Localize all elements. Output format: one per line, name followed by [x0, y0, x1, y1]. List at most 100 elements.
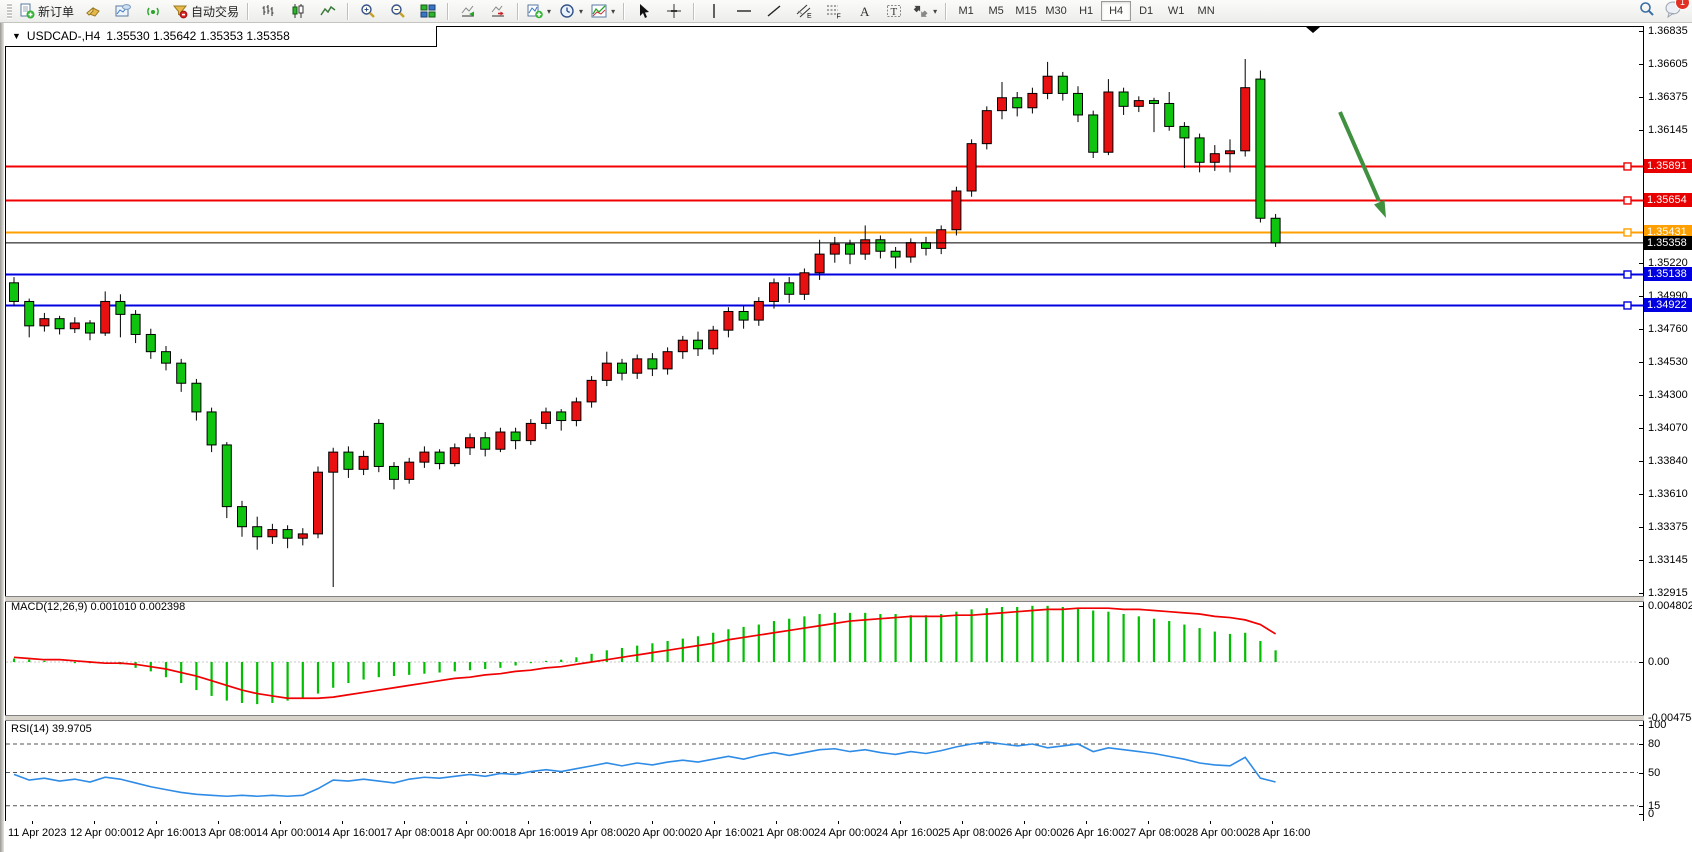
- chart-window-button[interactable]: [108, 0, 138, 22]
- window-edge: [0, 23, 4, 852]
- chart-area[interactable]: [5, 26, 1644, 822]
- price-axis[interactable]: 1.36835 1.36605 1.36375 1.36145 1.35220 1.349…: [1639, 25, 1692, 845]
- time-axis[interactable]: 11 Apr 2023 12 Apr 00:00 12 Apr 16:00 13 Ap…: [5, 821, 1692, 845]
- axis-tick-mark: [1639, 31, 1643, 33]
- axis-tick-mark: [1639, 560, 1643, 562]
- timeframe-button-H1[interactable]: H1: [1079, 5, 1094, 17]
- bull-candle: [404, 461, 415, 480]
- signal-button[interactable]: [138, 0, 168, 22]
- bull-candle: [465, 437, 475, 449]
- axis-tick-mark: [1639, 328, 1643, 330]
- axis-tick-mark: [1639, 361, 1643, 363]
- bull-candle: [525, 422, 536, 442]
- fibonacci-icon: F: [826, 3, 842, 19]
- macd-tick: 0.00: [1648, 656, 1670, 668]
- equidistant-channel-button[interactable]: E: [789, 0, 819, 22]
- time-label: 24 Apr 16:00: [876, 827, 939, 839]
- indicators-icon: [527, 3, 543, 19]
- text-button[interactable]: A: [849, 0, 879, 22]
- line-chart-button[interactable]: [313, 0, 343, 22]
- chart-symbol-period: USDCAD-,H4: [26, 29, 101, 43]
- bear-candle: [237, 506, 247, 528]
- bar-chart-icon: [260, 3, 276, 19]
- templates-button[interactable]: ▾: [587, 0, 619, 22]
- market-watch-button[interactable]: [78, 0, 108, 22]
- collapse-arrow-icon[interactable]: ▼: [12, 31, 21, 41]
- periods-button[interactable]: ▾: [555, 0, 587, 22]
- timeframe-group: M1 M5 M15 M30 H1 H4 D1 W1 MN: [951, 1, 1221, 21]
- trendline-button[interactable]: [759, 0, 789, 22]
- line-handle[interactable]: [1623, 196, 1632, 205]
- price-tick: 1.33145: [1648, 554, 1688, 567]
- arrows-button[interactable]: ▾: [909, 0, 941, 22]
- zoom-out-button[interactable]: [383, 0, 413, 22]
- annotation-arrow-head[interactable]: [1374, 200, 1386, 218]
- line-handle[interactable]: [1623, 270, 1632, 279]
- tile-windows-button[interactable]: [413, 0, 443, 22]
- timeframe-button-MN[interactable]: MN: [1197, 5, 1215, 17]
- bear-candle: [221, 444, 232, 508]
- timeframe-button-D1[interactable]: D1: [1139, 5, 1154, 17]
- crosshair-button[interactable]: [659, 0, 689, 22]
- timeframe-button-M1[interactable]: M1: [958, 5, 974, 17]
- indicators-button[interactable]: ▾: [523, 0, 555, 22]
- time-label: 14 Apr 00:00: [256, 827, 319, 839]
- vertical-line-button[interactable]: [699, 0, 729, 22]
- annotation-arrow-shaft[interactable]: [1338, 111, 1381, 202]
- toolbar-separator: [945, 2, 948, 20]
- price-tick: 1.36145: [1648, 124, 1688, 137]
- bar-chart-button[interactable]: [253, 0, 283, 22]
- bear-candle: [647, 358, 658, 370]
- timeframe-button-M15[interactable]: M15: [1015, 5, 1037, 17]
- bear-candle: [921, 242, 931, 249]
- fibonacci-button[interactable]: F: [819, 0, 849, 22]
- pane-separator[interactable]: [5, 596, 1644, 602]
- chart-shift-button[interactable]: [483, 0, 513, 22]
- time-label: 28 Apr 16:00: [1248, 827, 1311, 839]
- horizontal-line-button[interactable]: [729, 0, 759, 22]
- search-icon[interactable]: [1638, 0, 1656, 23]
- chart-title-box: ▼ USDCAD-,H4 1.35530 1.35642 1.35353 1.3…: [5, 26, 437, 47]
- chart-shift-marker[interactable]: [1306, 27, 1320, 33]
- timeframe-button-M30[interactable]: M30: [1045, 5, 1067, 17]
- timeframe-button-W1[interactable]: W1: [1167, 5, 1185, 17]
- candlestick-chart-icon: [290, 3, 306, 19]
- periods-icon: [559, 3, 575, 19]
- chart-ohlc-quotes: 1.35530 1.35642 1.35353 1.35358: [106, 29, 290, 43]
- axis-tick-mark: [1639, 527, 1643, 529]
- svg-text:F: F: [837, 14, 841, 20]
- toolbar-right: 1: [1638, 0, 1690, 23]
- axis-tick-mark: [1639, 605, 1643, 607]
- time-label: 26 Apr 00:00: [1000, 827, 1063, 839]
- axis-tick-mark: [1639, 427, 1643, 429]
- auto-scroll-button[interactable]: [453, 0, 483, 22]
- auto-trading-icon: [172, 3, 188, 19]
- bull-candle: [905, 242, 916, 258]
- bull-candle: [814, 253, 825, 274]
- time-tick-mark: [900, 821, 901, 824]
- candlestick-chart-button[interactable]: [283, 0, 313, 22]
- line-handle[interactable]: [1623, 162, 1632, 171]
- time-tick-mark: [156, 821, 157, 824]
- chat-button[interactable]: 1: [1664, 0, 1690, 23]
- bear-candle: [9, 282, 19, 302]
- price-tick: 1.35220: [1648, 256, 1688, 269]
- line-handle[interactable]: [1623, 301, 1632, 310]
- line-handle[interactable]: [1623, 228, 1632, 237]
- chart-window-icon: [115, 3, 132, 19]
- timeframe-button-M5[interactable]: M5: [988, 5, 1004, 17]
- macd-tick: -0.004758: [1648, 711, 1692, 724]
- bull-candle: [267, 529, 278, 538]
- zoom-in-button[interactable]: [353, 0, 383, 22]
- new-order-button[interactable]: 新订单: [15, 0, 78, 22]
- time-label: 25 Apr 08:00: [938, 827, 1001, 839]
- timeframe-button-H4[interactable]: H4: [1101, 1, 1132, 21]
- auto-trading-button[interactable]: 自动交易: [168, 0, 243, 22]
- bull-candle: [723, 311, 734, 331]
- text-label-button[interactable]: T: [879, 0, 909, 22]
- cursor-button[interactable]: [629, 0, 659, 22]
- notification-badge: 1: [1675, 0, 1690, 10]
- bull-candle: [1225, 150, 1235, 155]
- pane-separator[interactable]: [5, 715, 1644, 721]
